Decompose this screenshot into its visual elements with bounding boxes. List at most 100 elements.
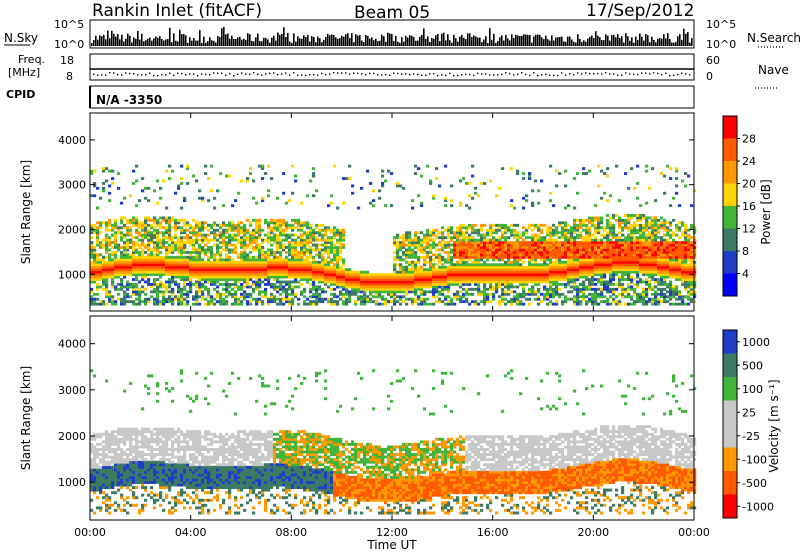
power-cell <box>405 286 408 289</box>
power-cell <box>450 256 453 259</box>
power-cell <box>180 249 183 252</box>
power-cell <box>435 300 438 303</box>
power-cell <box>105 221 108 224</box>
power-cell <box>531 251 534 254</box>
power-cell <box>366 276 369 279</box>
power-cell <box>432 303 435 306</box>
power-cell <box>516 293 519 296</box>
power-cell <box>288 303 291 306</box>
power-cell <box>462 276 465 279</box>
power-cell <box>132 258 135 261</box>
power-cell <box>117 231 120 234</box>
noise-bar <box>491 40 493 46</box>
power-cell <box>450 249 453 252</box>
power-cell <box>579 244 582 247</box>
power-cell <box>246 231 249 234</box>
noise-bar <box>443 33 445 46</box>
noise-bar <box>107 31 109 47</box>
power-cell <box>576 244 579 247</box>
power-cell <box>210 276 213 279</box>
power-cell <box>468 251 471 254</box>
power-cell <box>207 288 210 291</box>
power-cell <box>417 286 420 289</box>
power-cell <box>513 290 516 293</box>
noise-bar <box>249 34 251 46</box>
power-cell <box>468 271 471 274</box>
power-cell <box>417 231 420 234</box>
noise-bar <box>277 33 279 47</box>
power-cell <box>489 244 492 247</box>
power-cell <box>159 187 162 190</box>
power-cell <box>390 300 393 303</box>
power-cell <box>570 286 573 289</box>
power-cell <box>267 231 270 234</box>
power-cell <box>138 256 141 259</box>
power-cell <box>156 290 159 293</box>
power-cell <box>285 293 288 296</box>
power-cell <box>123 290 126 293</box>
power-cell <box>228 286 231 289</box>
power-cell <box>312 286 315 289</box>
power-cell <box>333 266 336 269</box>
power-cell <box>552 276 555 279</box>
noise-bar <box>201 43 203 46</box>
power-cell <box>348 283 351 286</box>
power-cell <box>225 241 228 244</box>
power-cell <box>345 283 348 286</box>
power-cell <box>591 278 594 281</box>
power-cell <box>96 263 99 266</box>
power-cell <box>120 278 123 281</box>
power-cell <box>174 295 177 298</box>
power-cell <box>333 229 336 232</box>
nave-point <box>457 75 458 76</box>
power-cell <box>606 219 609 222</box>
power-cell <box>369 182 372 185</box>
power-cell <box>552 204 555 207</box>
power-cell <box>585 271 588 274</box>
power-cell <box>381 290 384 293</box>
power-cell <box>225 286 228 289</box>
power-cell <box>456 239 459 242</box>
power-cell <box>414 271 417 274</box>
power-cell <box>156 303 159 306</box>
power-cell <box>261 281 264 284</box>
power-cell <box>255 229 258 232</box>
power-cell <box>597 217 600 220</box>
power-cell <box>396 283 399 286</box>
nave-point <box>433 73 434 74</box>
power-cell <box>282 298 285 301</box>
power-cell <box>120 236 123 239</box>
power-cell <box>171 303 174 306</box>
power-cell <box>276 219 279 222</box>
power-cell <box>600 170 603 173</box>
power-cell <box>591 249 594 252</box>
power-cell <box>609 217 612 220</box>
power-cell <box>432 286 435 289</box>
power-cell <box>537 278 540 281</box>
power-cell <box>582 221 585 224</box>
power-cell <box>369 298 372 301</box>
power-cell <box>435 268 438 271</box>
power-cell <box>321 236 324 239</box>
power-cell <box>528 241 531 244</box>
power-cell <box>510 283 513 286</box>
power-cell <box>279 281 282 284</box>
power-cell <box>600 278 603 281</box>
power-cell <box>249 271 252 274</box>
power-cell <box>531 249 534 252</box>
power-cell <box>213 224 216 227</box>
noise-bar <box>355 34 357 46</box>
power-cell <box>234 283 237 286</box>
power-cell <box>240 258 243 261</box>
power-cell <box>282 219 285 222</box>
power-cell <box>498 244 501 247</box>
power-cell <box>153 271 156 274</box>
power-cell <box>432 229 435 232</box>
power-cell <box>123 234 126 237</box>
power-cell <box>585 239 588 242</box>
power-cell <box>462 300 465 303</box>
power-cell <box>534 263 537 266</box>
power-cell <box>504 263 507 266</box>
power-cell <box>465 244 468 247</box>
power-cell <box>117 249 120 252</box>
